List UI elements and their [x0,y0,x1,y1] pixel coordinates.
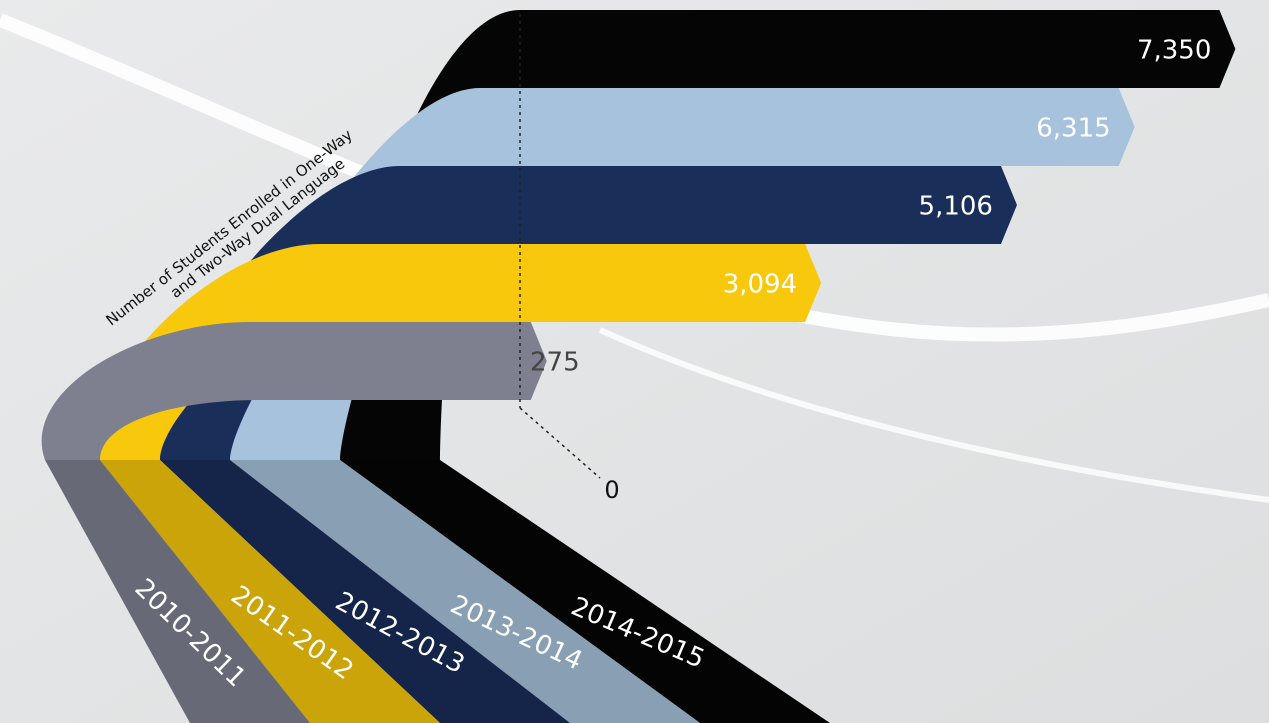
swoosh [598,327,1269,503]
ribbon-shade [340,460,830,723]
bars: 275 3,094 5,106 6,315 7,350 [520,10,1236,400]
ribbon [41,322,520,723]
value-label: 7,350 [1137,36,1211,66]
bar [520,322,547,400]
ribbon-shade [45,460,310,723]
bar [520,244,822,322]
x-tick-label: 0 [604,476,619,504]
ribbon-shade [160,460,570,723]
value-label: 3,094 [723,270,797,300]
bar [520,166,1017,244]
axis: 0 [519,14,620,504]
value-label: 275 [530,348,580,378]
bar [520,88,1135,166]
bar [520,10,1236,88]
value-label: 5,106 [919,192,993,222]
value-label: 6,315 [1036,114,1110,144]
ribbon-shade [230,460,700,723]
ribbons: 2014-20152013-20142012-20132011-20122010… [41,10,830,723]
ribbon-shade [100,460,440,723]
